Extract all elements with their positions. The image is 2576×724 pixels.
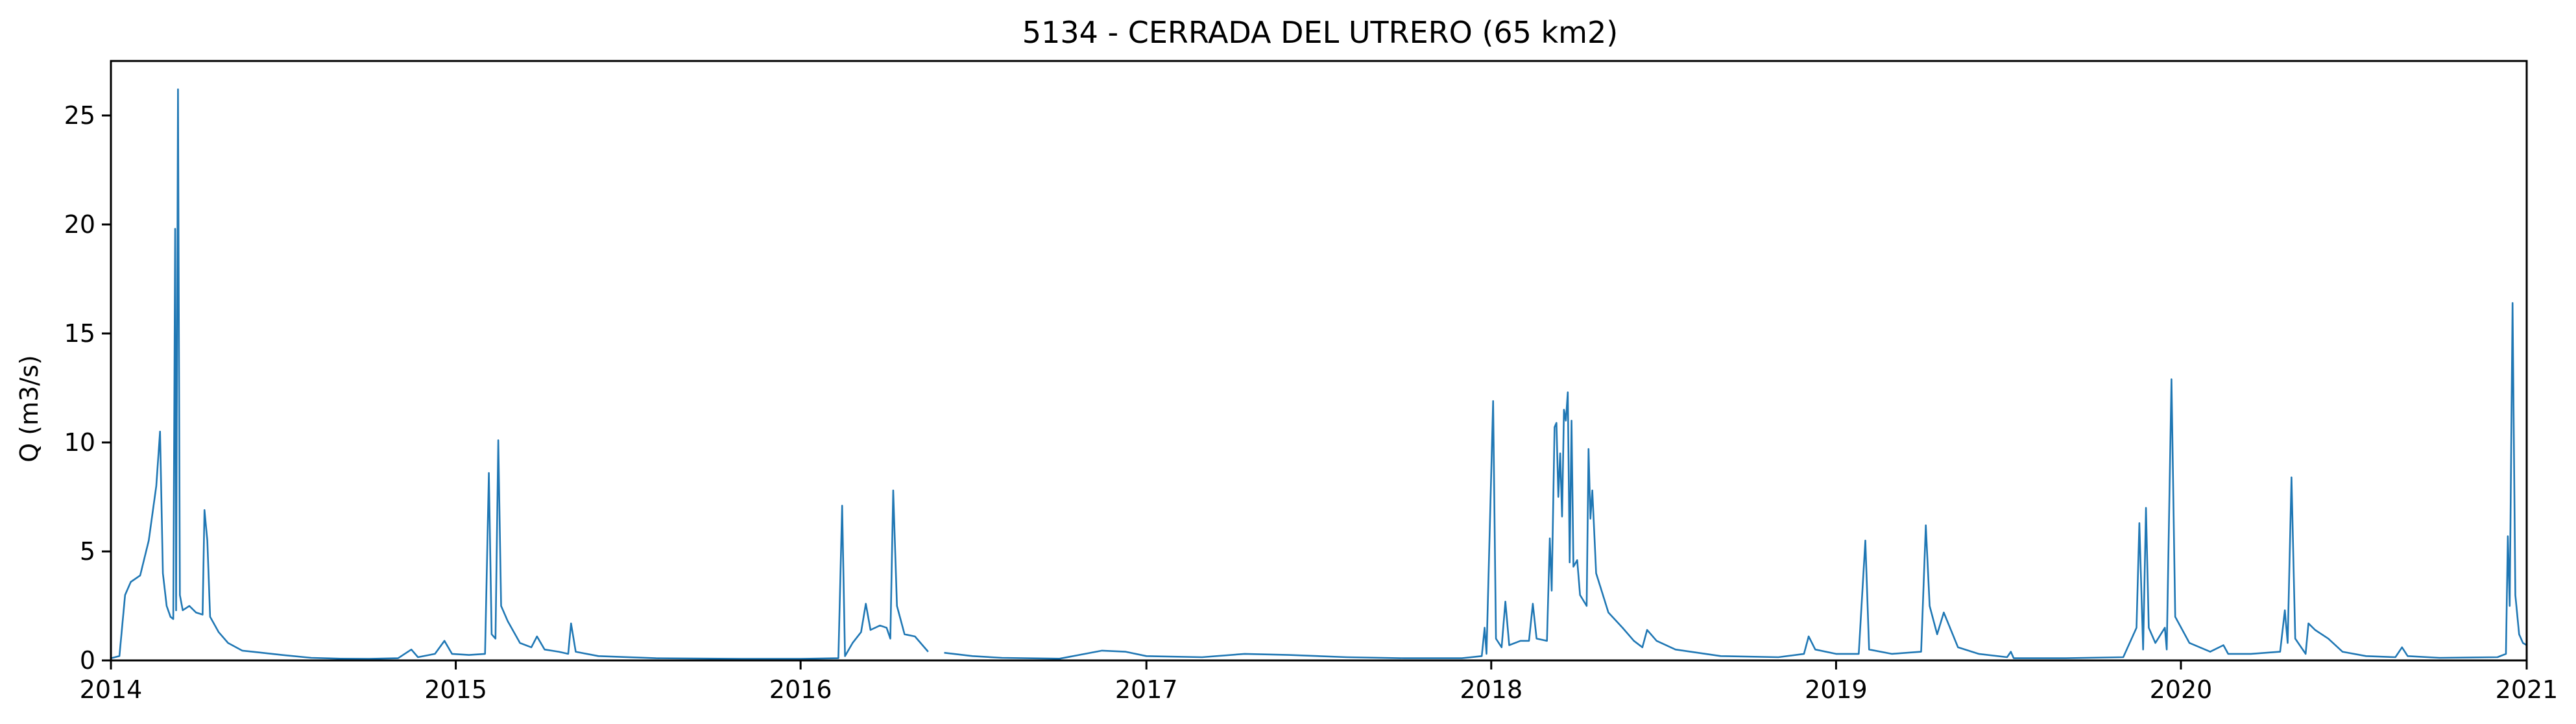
y-axis: 0 5 10 15 20 25 (64, 101, 111, 675)
y-tick-label: 20 (64, 210, 95, 239)
x-tick-label: 2018 (1460, 675, 1523, 704)
x-tick-label: 2017 (1115, 675, 1178, 704)
x-axis: 2014 2015 2016 2017 2018 2019 2020 2021 (80, 660, 2558, 704)
y-tick-label: 0 (80, 646, 95, 675)
series-layer (110, 88, 2527, 660)
x-tick-label: 2015 (424, 675, 487, 704)
plot-frame (110, 60, 2528, 662)
y-tick-label: 15 (64, 319, 95, 348)
chart-title: 5134 - CERRADA DEL UTRERO (65 km2) (1022, 15, 1618, 50)
y-axis-label: Q (m3/s) (15, 355, 43, 462)
y-tick-label: 10 (64, 428, 95, 457)
x-tick-label: 2019 (1805, 675, 1868, 704)
y-tick-label: 5 (80, 537, 95, 566)
y-tick-label: 25 (64, 101, 95, 130)
x-tick-label: 2021 (2496, 675, 2558, 704)
x-tick-label: 2020 (2150, 675, 2213, 704)
x-tick-label: 2014 (80, 675, 143, 704)
series-line (110, 88, 2527, 660)
x-tick-label: 2016 (769, 675, 832, 704)
